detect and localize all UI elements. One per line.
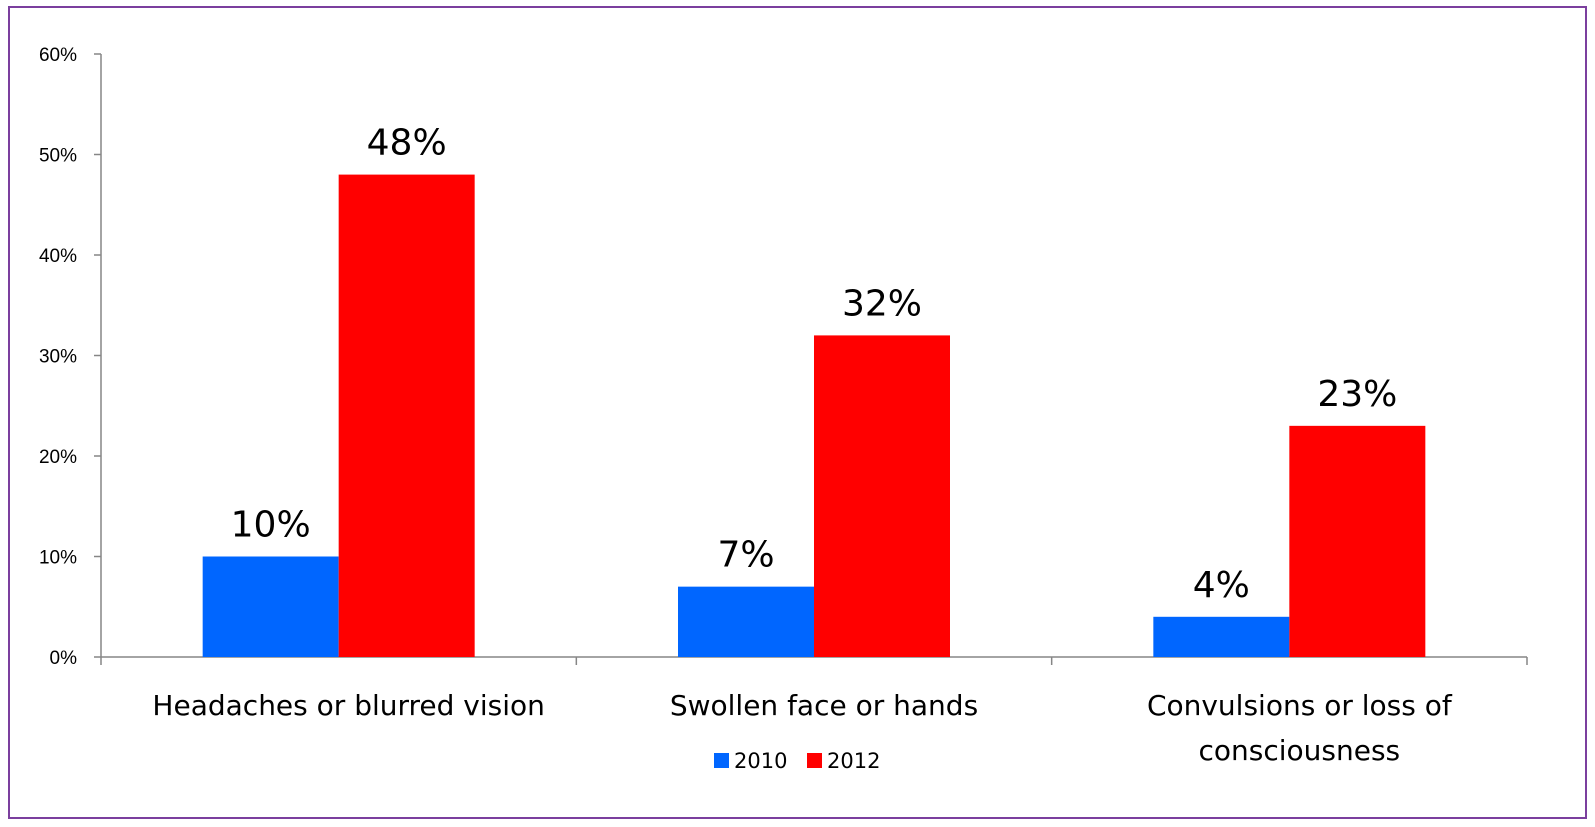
bar-2010-1 (678, 586, 814, 657)
data-label-2010-0: 10% (231, 505, 311, 546)
y-tick-label: 10% (39, 548, 77, 569)
data-label-2010-1: 7% (717, 535, 774, 576)
category-label: Swollen face or hands (670, 689, 978, 722)
legend-swatch-2010 (714, 753, 729, 768)
legend-label-2010: 2010 (734, 749, 787, 773)
legend-swatch-2012 (807, 753, 822, 768)
y-tick-label: 40% (39, 246, 77, 267)
data-label-2012-2: 23% (1317, 374, 1397, 415)
y-tick-label: 50% (39, 146, 77, 167)
chart-frame (8, 6, 1587, 819)
y-tick-label: 60% (39, 45, 77, 66)
category-label: Convulsions or loss of (1147, 689, 1453, 722)
bar-2012-2 (1289, 425, 1426, 657)
data-label-2010-2: 4% (1193, 565, 1250, 606)
category-label: consciousness (1199, 734, 1401, 767)
y-tick-label: 20% (39, 447, 77, 468)
category-label: Headaches or blurred vision (152, 689, 544, 722)
bar-2010-2 (1153, 616, 1290, 657)
bar-2010-0 (202, 556, 339, 657)
y-tick-label: 0% (50, 648, 78, 669)
bar-2012-0 (338, 174, 475, 657)
data-label-2012-0: 48% (367, 123, 447, 164)
data-label-2012-1: 32% (842, 283, 922, 324)
y-tick-label: 30% (39, 347, 77, 368)
legend-label-2012: 2012 (827, 749, 880, 773)
bar-2012-1 (814, 335, 950, 657)
